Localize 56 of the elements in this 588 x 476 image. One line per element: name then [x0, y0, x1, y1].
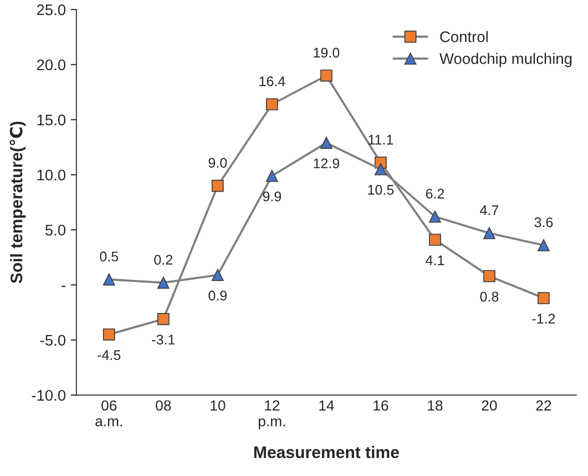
- y-tick-label: -: [62, 286, 66, 287]
- point: [483, 227, 496, 240]
- point: [157, 313, 170, 326]
- x-tick-label: 18: [428, 400, 442, 411]
- x-tick-label: 20: [482, 400, 497, 411]
- point: [157, 276, 170, 289]
- point: [320, 70, 332, 82]
- data-label: 6.2: [426, 188, 444, 199]
- x-tick-label: 08: [156, 400, 171, 411]
- data-label: 11.1: [368, 134, 393, 144]
- data-label: 9.0: [208, 158, 227, 168]
- y-tick-label: 10.0: [37, 170, 66, 180]
- point: [483, 270, 496, 282]
- point: [428, 210, 442, 223]
- point: [374, 163, 387, 176]
- data-label: 19.0: [314, 48, 340, 58]
- y-tick-label: -10.0: [32, 390, 66, 401]
- data-label: 4.7: [480, 205, 498, 215]
- point: [428, 234, 442, 246]
- point: [102, 328, 116, 341]
- x-axis-title: Measurement time: [254, 446, 399, 458]
- x-tick-label: 22: [536, 400, 552, 411]
- x-tick-label: 06 a.m.: [95, 400, 122, 426]
- point: [266, 98, 278, 110]
- point: [102, 273, 116, 286]
- data-label: 0.8: [480, 292, 498, 302]
- data-label: 10.5: [368, 184, 394, 195]
- data-label: 12.9: [314, 158, 340, 168]
- y-tick-label: 5.0: [45, 224, 66, 236]
- x-tick-label: 12 p.m.: [258, 400, 285, 430]
- data-label: -4.5: [98, 350, 120, 360]
- data-label: 0.2: [154, 254, 172, 265]
- data-label: -3.1: [152, 334, 175, 345]
- data-label: 16.4: [260, 76, 286, 86]
- point: [320, 136, 332, 149]
- y-tick-label: 15.0: [37, 114, 66, 126]
- x-tick-label: 10: [210, 400, 226, 411]
- y-tick-label: -5.0: [40, 334, 66, 346]
- data-label: -1.2: [532, 314, 555, 324]
- point: [212, 180, 224, 192]
- data-label: 0.5: [100, 252, 118, 262]
- y-tick-label: 20.0: [37, 59, 66, 70]
- legend-label: Woodchip mulching: [440, 52, 572, 68]
- y-axis-title: Soil temperature(℃): [10, 122, 26, 284]
- y-tick-label: 25.0: [37, 4, 66, 16]
- data-label: 4.1: [426, 256, 444, 266]
- x-tick-label: 14: [319, 400, 334, 411]
- data-label: 9.9: [263, 192, 282, 202]
- data-label: 0.9: [208, 290, 227, 300]
- x-tick-label: 16: [374, 400, 388, 411]
- point: [212, 268, 224, 282]
- data-label: 3.6: [534, 217, 553, 228]
- point: [266, 170, 278, 182]
- legend-label: Control: [440, 30, 488, 42]
- point: [538, 239, 550, 252]
- point: [538, 292, 550, 304]
